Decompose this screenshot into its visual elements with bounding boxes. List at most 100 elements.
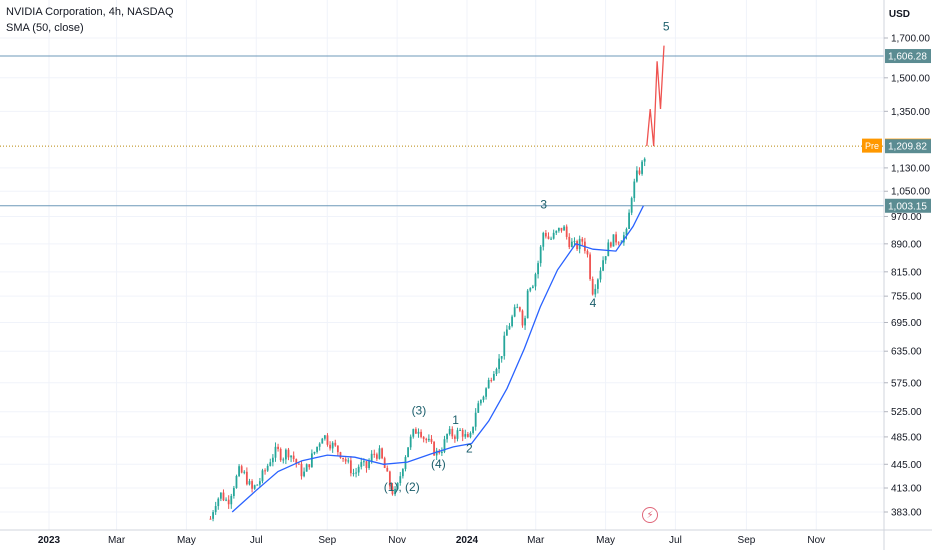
candle-body — [500, 356, 503, 359]
wave-annotations: (1), (2) (3) (4) 12 3 4 5 — [384, 20, 670, 495]
price-tick-label: 755.00 — [891, 292, 922, 303]
currency-label[interactable]: USD — [888, 9, 910, 20]
candle-body — [266, 465, 269, 471]
candle-body — [490, 380, 493, 382]
candle-body — [446, 433, 448, 440]
candle-body — [505, 329, 508, 336]
indicator-legend[interactable]: SMA (50, close) — [6, 22, 84, 34]
candle-body — [617, 242, 620, 244]
price-tick-label: 815.00 — [891, 267, 922, 278]
wave-label: 5 — [663, 20, 670, 34]
candle-body — [209, 518, 212, 520]
candle-body — [511, 316, 513, 327]
candle-body — [526, 290, 529, 319]
wave-label: (3) — [412, 404, 427, 418]
price-tick-label: 1,500.00 — [891, 73, 930, 84]
candle-body — [287, 449, 290, 458]
candle-body — [329, 444, 331, 449]
candle-body — [386, 467, 389, 472]
candle-body — [399, 476, 402, 484]
time-tick-label: Jul — [669, 535, 682, 546]
time-tick-label: 2024 — [456, 535, 479, 546]
candle-body — [607, 242, 610, 257]
price-tick-label: 970.00 — [891, 212, 922, 223]
candle-body — [235, 475, 238, 488]
candle-body — [466, 434, 469, 438]
candle-body — [555, 230, 558, 233]
candle-body — [404, 457, 407, 469]
time-tick-label: Sep — [318, 535, 336, 546]
time-tick-label: Nov — [807, 535, 825, 546]
candle-body — [318, 443, 321, 447]
candle-body — [477, 403, 480, 413]
wave-label: (1), (2) — [384, 480, 420, 494]
candle-body — [560, 227, 563, 231]
price-tick-label: 445.00 — [891, 460, 922, 471]
candle-body — [365, 461, 368, 469]
candle-body — [542, 232, 545, 247]
candle-body — [339, 452, 342, 458]
candle-body — [591, 278, 594, 295]
lightning-icon[interactable]: ⚡ — [642, 507, 658, 523]
candle-body — [412, 429, 415, 437]
candle-body — [355, 472, 357, 474]
price-tick-label: 1,050.00 — [891, 187, 930, 198]
candle-body — [391, 486, 394, 495]
pre-market-label: Pre — [865, 141, 879, 151]
price-tag — [885, 198, 931, 213]
candle-body — [485, 388, 487, 397]
candle-body — [609, 242, 612, 247]
candle-body — [251, 481, 253, 489]
candle-body — [409, 436, 412, 448]
candle-body — [316, 446, 318, 452]
candle-body — [388, 471, 391, 487]
candle-body — [643, 158, 646, 162]
price-tick-label: 485.00 — [891, 432, 922, 443]
candle-body — [274, 446, 277, 458]
candle-body — [261, 470, 264, 482]
candle-body — [277, 446, 279, 449]
candle-body — [417, 431, 420, 434]
candle-body — [303, 471, 305, 477]
candle-body — [271, 457, 274, 463]
time-tick-label: Nov — [388, 535, 406, 546]
time-tick-label: Mar — [108, 535, 126, 546]
candle-body — [420, 431, 422, 438]
candle-body — [498, 358, 500, 370]
candle-body — [531, 286, 534, 288]
candle-body — [258, 481, 261, 485]
price-tag-value: 1,209.82 — [888, 142, 927, 153]
symbol-title[interactable]: NVIDIA Corporation, 4h, NASDAQ — [6, 6, 174, 18]
price-tick-label: 695.00 — [891, 318, 922, 329]
candle-body — [336, 445, 339, 453]
candle-body — [245, 471, 248, 485]
candle-body — [464, 434, 467, 437]
candle-body — [557, 227, 560, 231]
price-tick-label: 525.00 — [891, 407, 922, 418]
candle-body — [238, 466, 240, 476]
candle-body — [300, 463, 303, 477]
candle-body — [414, 429, 417, 434]
candle-body — [576, 241, 578, 250]
candle-body — [264, 470, 266, 472]
candle-body — [373, 453, 376, 455]
candle-body — [217, 498, 220, 507]
candle-body — [295, 459, 298, 464]
candle-body — [378, 448, 381, 459]
candle-body — [544, 232, 547, 237]
candle-body — [290, 455, 292, 458]
candle-body — [596, 279, 599, 289]
candles — [209, 157, 646, 522]
price-tags: 1,606.281,212.00Pre1,209.821,003.15 — [862, 49, 931, 213]
candle-body — [284, 449, 287, 460]
candle-body — [269, 462, 272, 466]
candle-body — [240, 466, 243, 473]
candle-body — [427, 438, 430, 441]
candle-body — [479, 399, 482, 404]
time-axis: 2023 Mar May Jul Sep Nov 2024 Mar May Jul Sep Nov — [0, 529, 932, 546]
projection-path — [646, 45, 665, 147]
time-tick-label: Jul — [250, 535, 263, 546]
candle-body — [513, 307, 516, 317]
